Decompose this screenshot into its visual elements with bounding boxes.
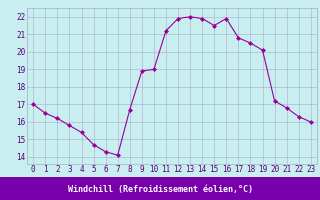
- Text: Windchill (Refroidissement éolien,°C): Windchill (Refroidissement éolien,°C): [68, 185, 252, 194]
